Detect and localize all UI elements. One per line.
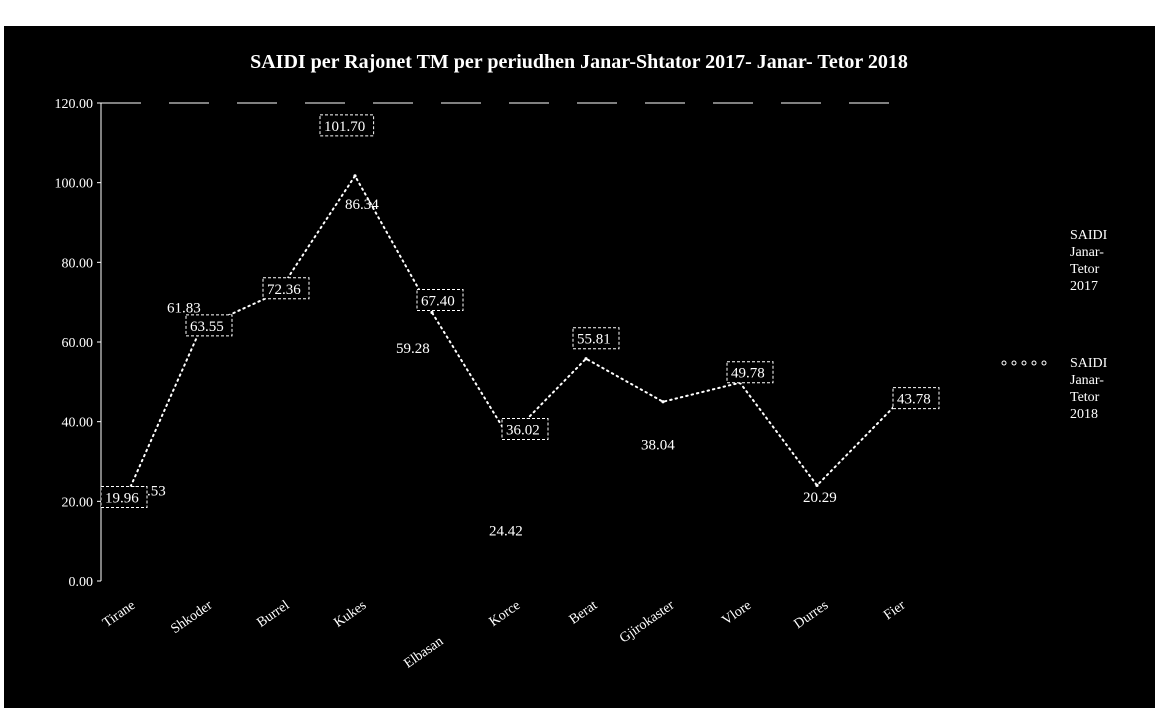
data-label-box-2018 xyxy=(100,485,148,508)
legend-label-line: Tetor xyxy=(1070,390,1100,405)
category-label: Vlore xyxy=(720,598,755,629)
data-label-2017: 86.34 xyxy=(345,197,379,213)
data-label-2017: 20.29 xyxy=(803,490,837,506)
legend-label-line: Tetor xyxy=(1070,262,1100,277)
category-label: Kukes xyxy=(331,598,369,631)
data-label-2018: 49.78 xyxy=(731,366,765,382)
data-label-box-2018 xyxy=(185,314,233,337)
data-point xyxy=(815,498,819,502)
legend-marker-dot xyxy=(1001,360,1007,366)
data-point xyxy=(815,483,819,487)
data-label-2018: 36.02 xyxy=(506,423,540,439)
category-label: Berat xyxy=(567,598,601,628)
data-point xyxy=(507,482,511,486)
data-label-box-2018 xyxy=(726,361,774,384)
data-label-2017: 24.42 xyxy=(489,524,523,540)
legend-label-line: SAIDI xyxy=(1070,228,1108,243)
data-label-2018: 72.36 xyxy=(267,282,301,298)
line-chart: SAIDI per Rajonet TM per periudhen Janar… xyxy=(55,51,1108,672)
data-point xyxy=(584,357,588,361)
category-labels: Tirane Shkoder Burrel Kukes Elbasan Korce Bera… xyxy=(100,598,908,672)
legend-label-line: 2017 xyxy=(1070,279,1098,294)
data-label-2018: 55.81 xyxy=(577,332,611,348)
data-point xyxy=(430,310,434,315)
y-tick-label: 60.00 xyxy=(62,336,94,351)
data-point xyxy=(661,400,665,404)
chart-frame: SAIDI per Rajonet TM per periudhen Janar… xyxy=(4,26,1155,708)
category-label: Durres xyxy=(791,598,831,632)
y-tick-label: 40.00 xyxy=(62,416,94,431)
data-point xyxy=(661,427,665,432)
category-label: Fier xyxy=(881,598,908,623)
data-point xyxy=(353,235,357,239)
data-label-2017: 38.04 xyxy=(641,437,675,453)
chart-legend: SAIDI Janar- Tetor 2017 SAIDI Janar- Tetor 2018 xyxy=(1001,228,1108,422)
y-tick-label: 120.00 xyxy=(55,97,94,112)
data-label-2018: 101.70 xyxy=(324,119,365,135)
chart-axes: 0.00 20.00 40.00 60.00 80.00 100.00 120.00 xyxy=(55,97,914,590)
data-label-2018: 43.78 xyxy=(897,392,931,408)
series-lines xyxy=(122,173,896,504)
data-label-2018: 63.55 xyxy=(190,319,224,335)
category-label: Burrel xyxy=(254,598,292,631)
data-label-2018: 19.96 xyxy=(105,490,139,506)
data-point xyxy=(430,343,434,347)
data-label-box-2018 xyxy=(892,387,940,410)
legend-marker-dot xyxy=(1021,360,1027,366)
category-label: Elbasan xyxy=(401,634,446,672)
data-label-box-2018 xyxy=(262,277,310,300)
category-label: Gjirokaster xyxy=(617,598,677,647)
series-line-2 xyxy=(123,173,895,503)
y-tick-label: 100.00 xyxy=(55,177,94,192)
data-label-2018: 67.40 xyxy=(421,294,455,310)
data-point xyxy=(353,174,357,178)
category-label: Tirane xyxy=(100,598,138,631)
data-label-box-2018 xyxy=(416,289,464,312)
legend-marker-dot xyxy=(1031,360,1037,366)
legend-marker-dot xyxy=(1041,360,1047,366)
data-labels: 23.5361.8386.3459.2824.4238.0420.2919.96… xyxy=(100,114,940,540)
series-line-1 xyxy=(123,235,818,502)
y-tick-label: 0.00 xyxy=(69,575,94,590)
y-tick-label: 20.00 xyxy=(62,495,94,510)
data-label-2017: 61.83 xyxy=(167,301,201,317)
chart-title: SAIDI per Rajonet TM per periudhen Janar… xyxy=(250,51,908,73)
legend-label-line: SAIDI xyxy=(1070,356,1108,371)
legend-label-line: 2018 xyxy=(1070,407,1098,422)
legend-label-line: Janar- xyxy=(1070,245,1104,260)
category-label: Shkoder xyxy=(168,598,215,637)
y-tick-label: 80.00 xyxy=(62,256,94,271)
data-label-box-2018 xyxy=(319,114,375,137)
legend-marker-dot xyxy=(1011,360,1017,366)
data-label-2017: 59.28 xyxy=(396,341,430,357)
data-label-box-2018 xyxy=(501,418,549,441)
data-label-box-2018 xyxy=(572,327,620,350)
legend-label-line: Janar- xyxy=(1070,373,1104,388)
category-label: Korce xyxy=(487,598,524,630)
